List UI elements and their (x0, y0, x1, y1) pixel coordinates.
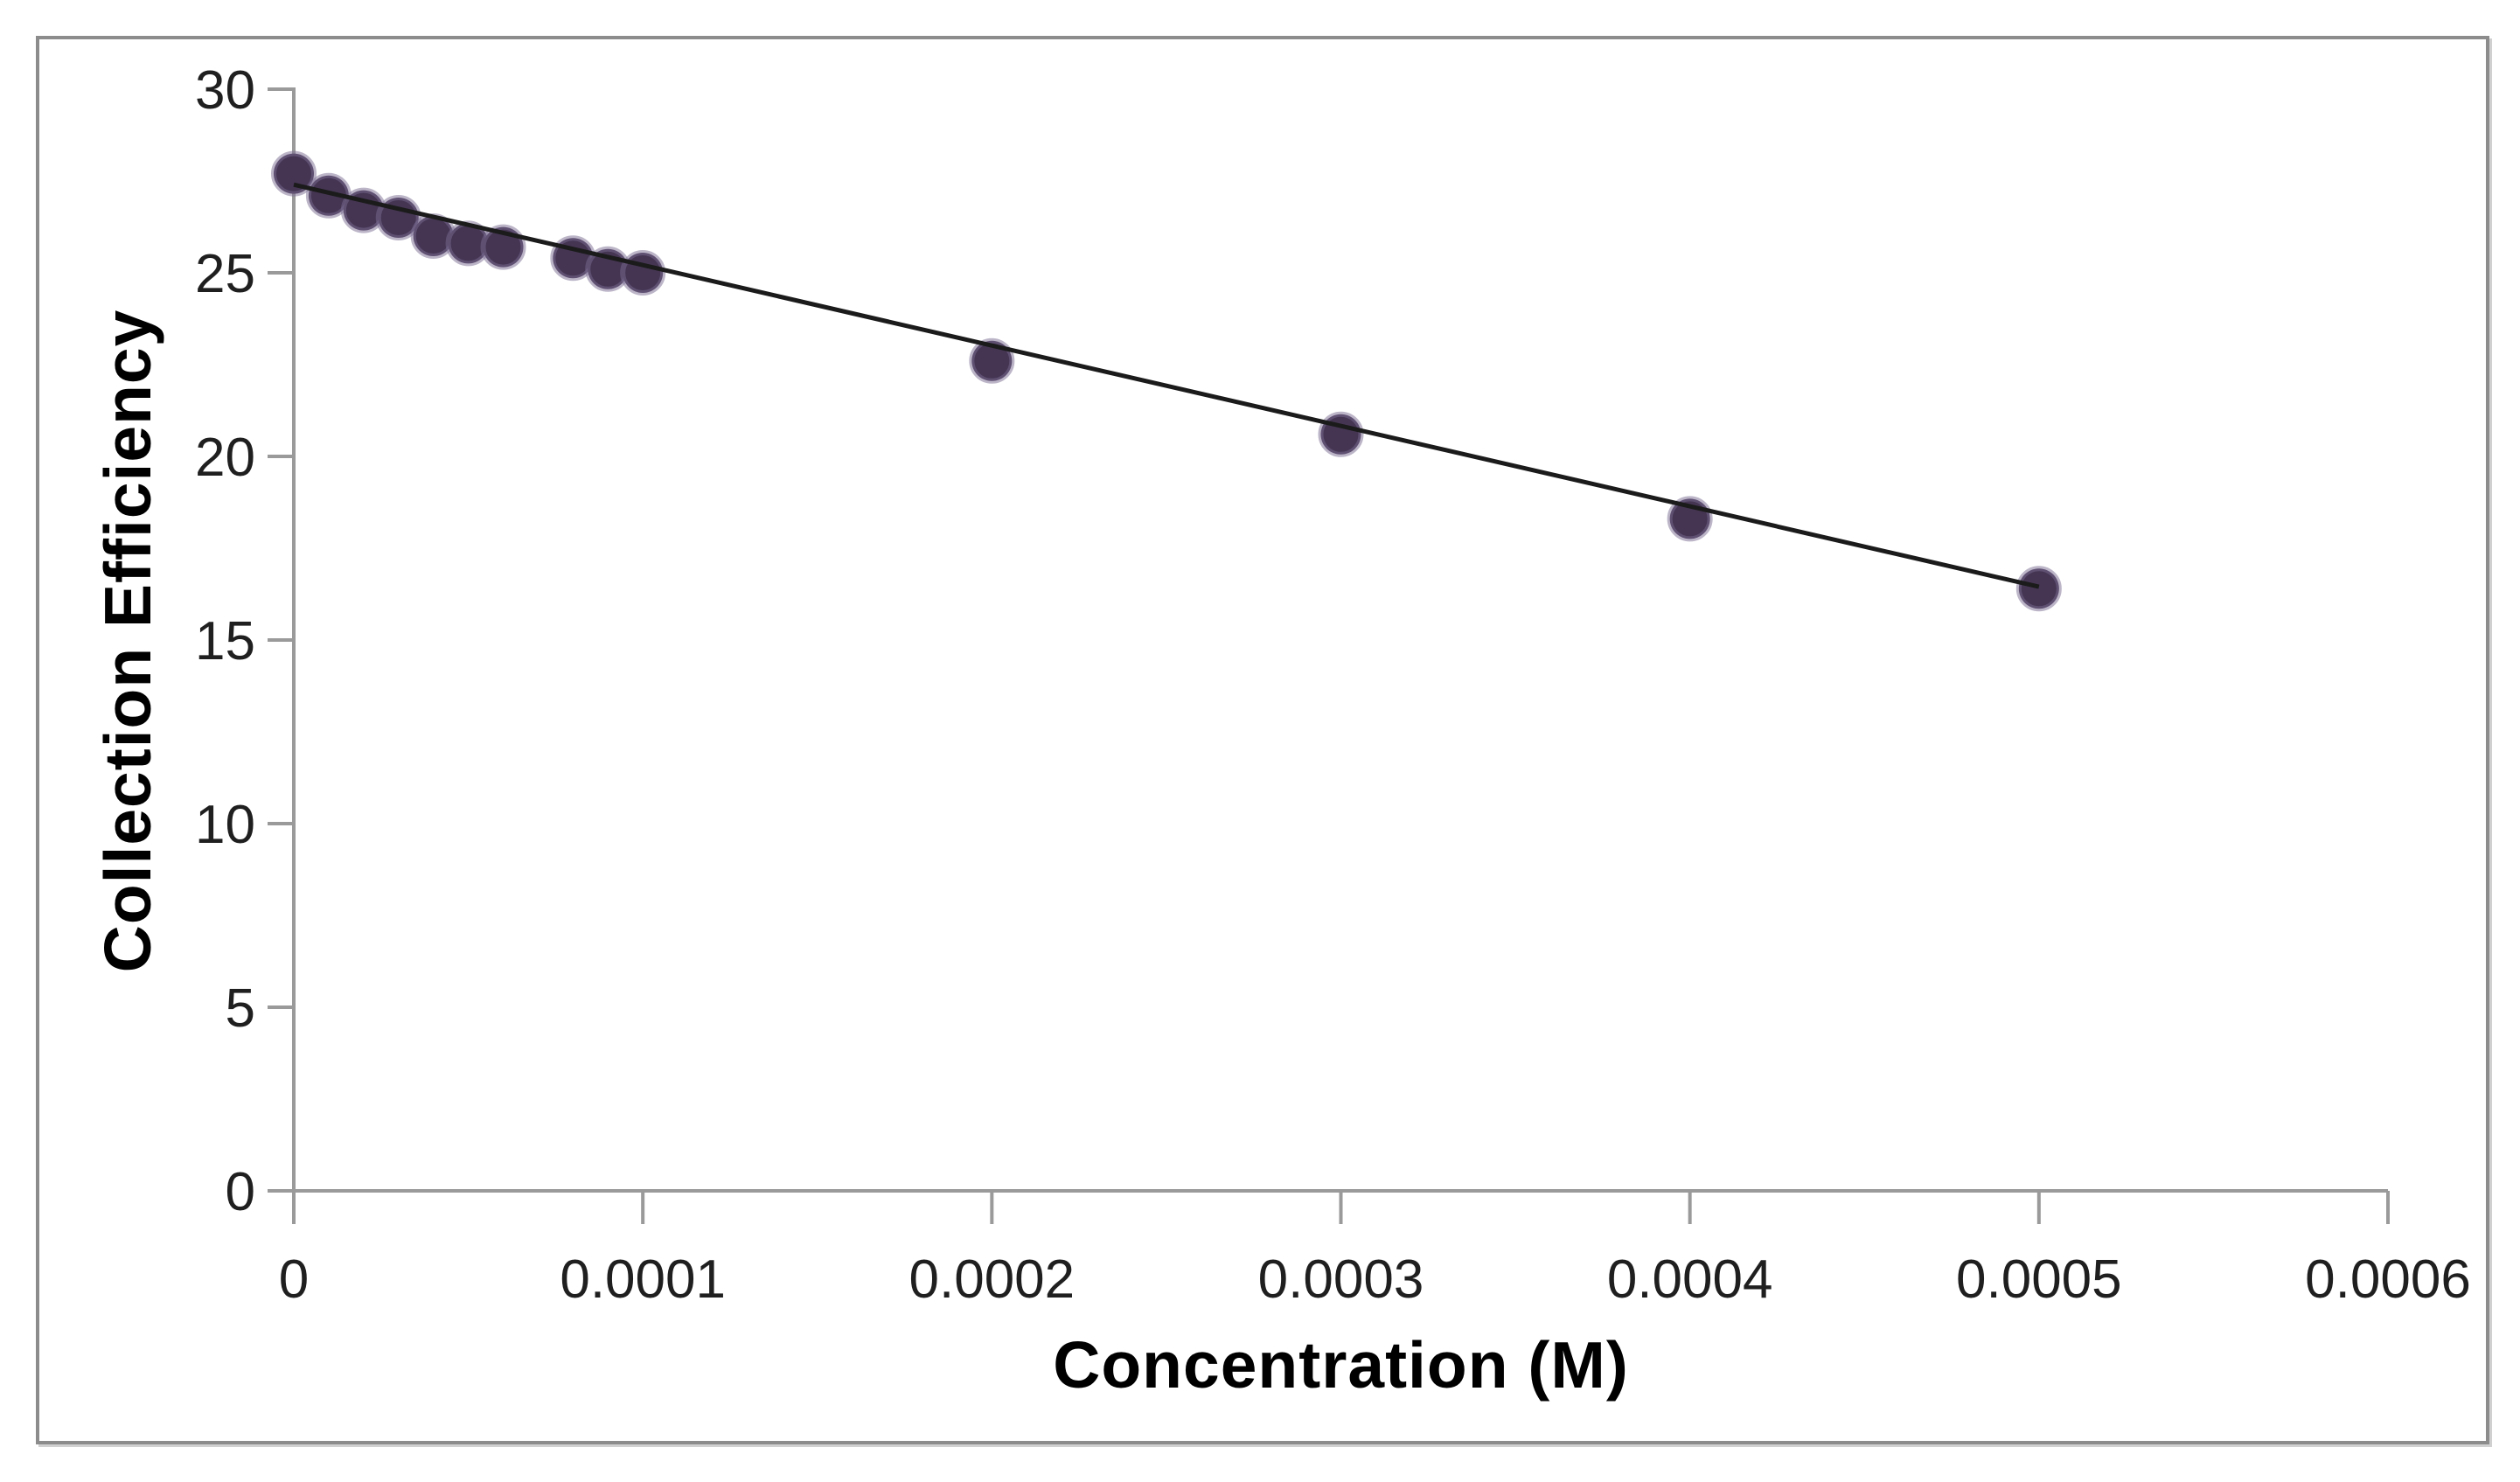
chart-border (36, 36, 2489, 1444)
y-tick-label: 20 (195, 428, 255, 488)
x-tick-label: 0.0003 (1258, 1249, 1424, 1310)
y-tick-label: 0 (226, 1162, 255, 1222)
data-point (1318, 411, 1364, 457)
y-tick-label: 5 (226, 978, 255, 1039)
data-point (2015, 566, 2062, 612)
data-point (969, 337, 1015, 384)
y-tick-label: 10 (195, 795, 255, 855)
y-tick-label: 15 (195, 611, 255, 671)
x-tick-label: 0.0005 (1956, 1249, 2122, 1310)
trendline (293, 182, 2040, 589)
x-axis-title: Concentration (M) (1053, 1328, 1629, 1402)
x-tick-label: 0.0006 (2305, 1249, 2471, 1310)
x-tick-label: 0.0002 (909, 1249, 1076, 1310)
x-tick-label: 0.0004 (1607, 1249, 1773, 1310)
y-axis-title: Collection Efficiency (91, 309, 164, 973)
x-tick-label: 0 (279, 1249, 309, 1310)
x-tick-label: 0.0001 (560, 1249, 726, 1310)
data-point (620, 250, 666, 296)
y-tick-label: 30 (195, 60, 255, 121)
y-tick-label: 25 (195, 244, 255, 304)
data-point (271, 150, 317, 197)
